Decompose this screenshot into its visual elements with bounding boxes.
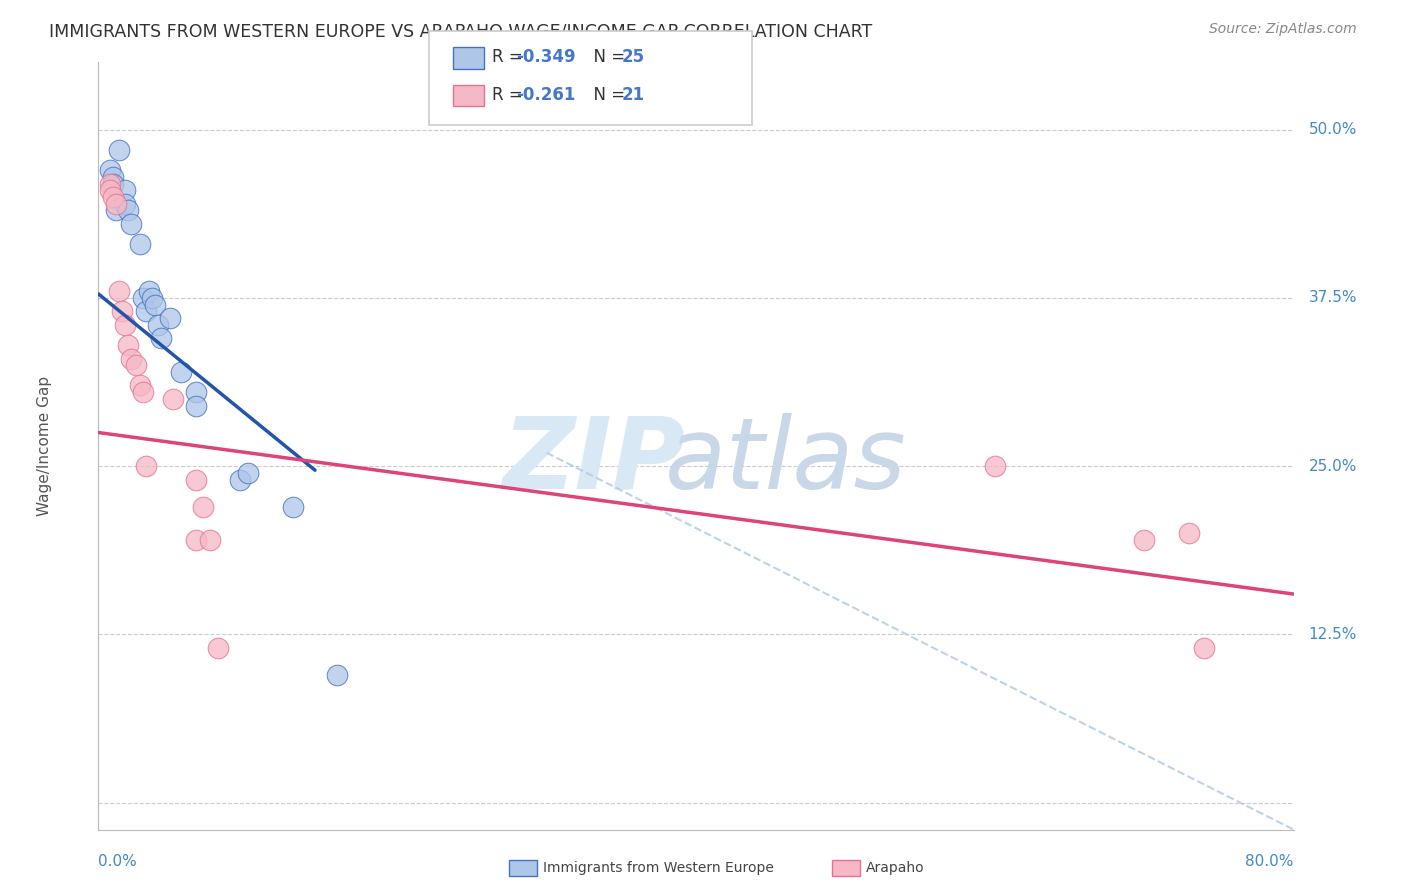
Text: 50.0%: 50.0% [1309,122,1357,137]
Text: 0.0%: 0.0% [98,854,138,869]
Point [1192,640,1215,655]
Point [229,473,252,487]
Point [281,500,304,514]
Point [108,143,131,157]
Text: 80.0%: 80.0% [1246,854,1294,869]
Point [98,177,122,191]
Point [117,203,139,218]
Point [236,466,259,480]
Text: 21: 21 [621,86,644,103]
Point [135,459,157,474]
Point [184,473,207,487]
Point [169,365,191,379]
Point [98,183,122,197]
Point [114,183,136,197]
Point [148,318,170,332]
Point [114,318,136,332]
Point [129,378,152,392]
Text: Immigrants from Western Europe: Immigrants from Western Europe [543,861,773,875]
Text: N =: N = [583,48,631,66]
Text: 12.5%: 12.5% [1309,627,1357,642]
Text: 25.0%: 25.0% [1309,458,1357,474]
Text: Source: ZipAtlas.com: Source: ZipAtlas.com [1209,22,1357,37]
Point [138,284,160,298]
Text: 25: 25 [621,48,644,66]
Text: N =: N = [583,86,631,103]
Point [207,640,229,655]
Point [141,291,163,305]
Text: -0.349: -0.349 [516,48,575,66]
Point [103,177,125,191]
Point [111,304,134,318]
Point [150,331,173,345]
Point [129,237,152,252]
Point [132,291,155,305]
Text: 37.5%: 37.5% [1309,291,1357,305]
Text: ZIP: ZIP [503,413,686,510]
Point [326,667,349,681]
Point [184,533,207,548]
Point [200,533,222,548]
Point [1178,526,1201,541]
Point [162,392,184,406]
Point [114,196,136,211]
Point [184,385,207,400]
Point [135,304,157,318]
Point [120,217,142,231]
Point [984,459,1007,474]
Point [105,203,128,218]
Point [103,169,125,184]
Text: IMMIGRANTS FROM WESTERN EUROPE VS ARAPAHO WAGE/INCOME GAP CORRELATION CHART: IMMIGRANTS FROM WESTERN EUROPE VS ARAPAH… [49,22,873,40]
Text: atlas: atlas [665,413,907,510]
Point [120,351,142,366]
Text: -0.261: -0.261 [516,86,575,103]
Point [105,196,128,211]
Text: R =: R = [492,48,529,66]
Text: R =: R = [492,86,529,103]
Text: Arapaho: Arapaho [866,861,925,875]
Point [125,358,148,372]
Point [117,338,139,352]
Point [132,385,155,400]
Point [108,284,131,298]
Point [98,163,122,178]
Text: Wage/Income Gap: Wage/Income Gap [37,376,52,516]
Point [1133,533,1156,548]
Point [191,500,214,514]
Point [143,298,166,312]
Point [103,190,125,204]
Point [184,399,207,413]
Point [159,311,181,326]
